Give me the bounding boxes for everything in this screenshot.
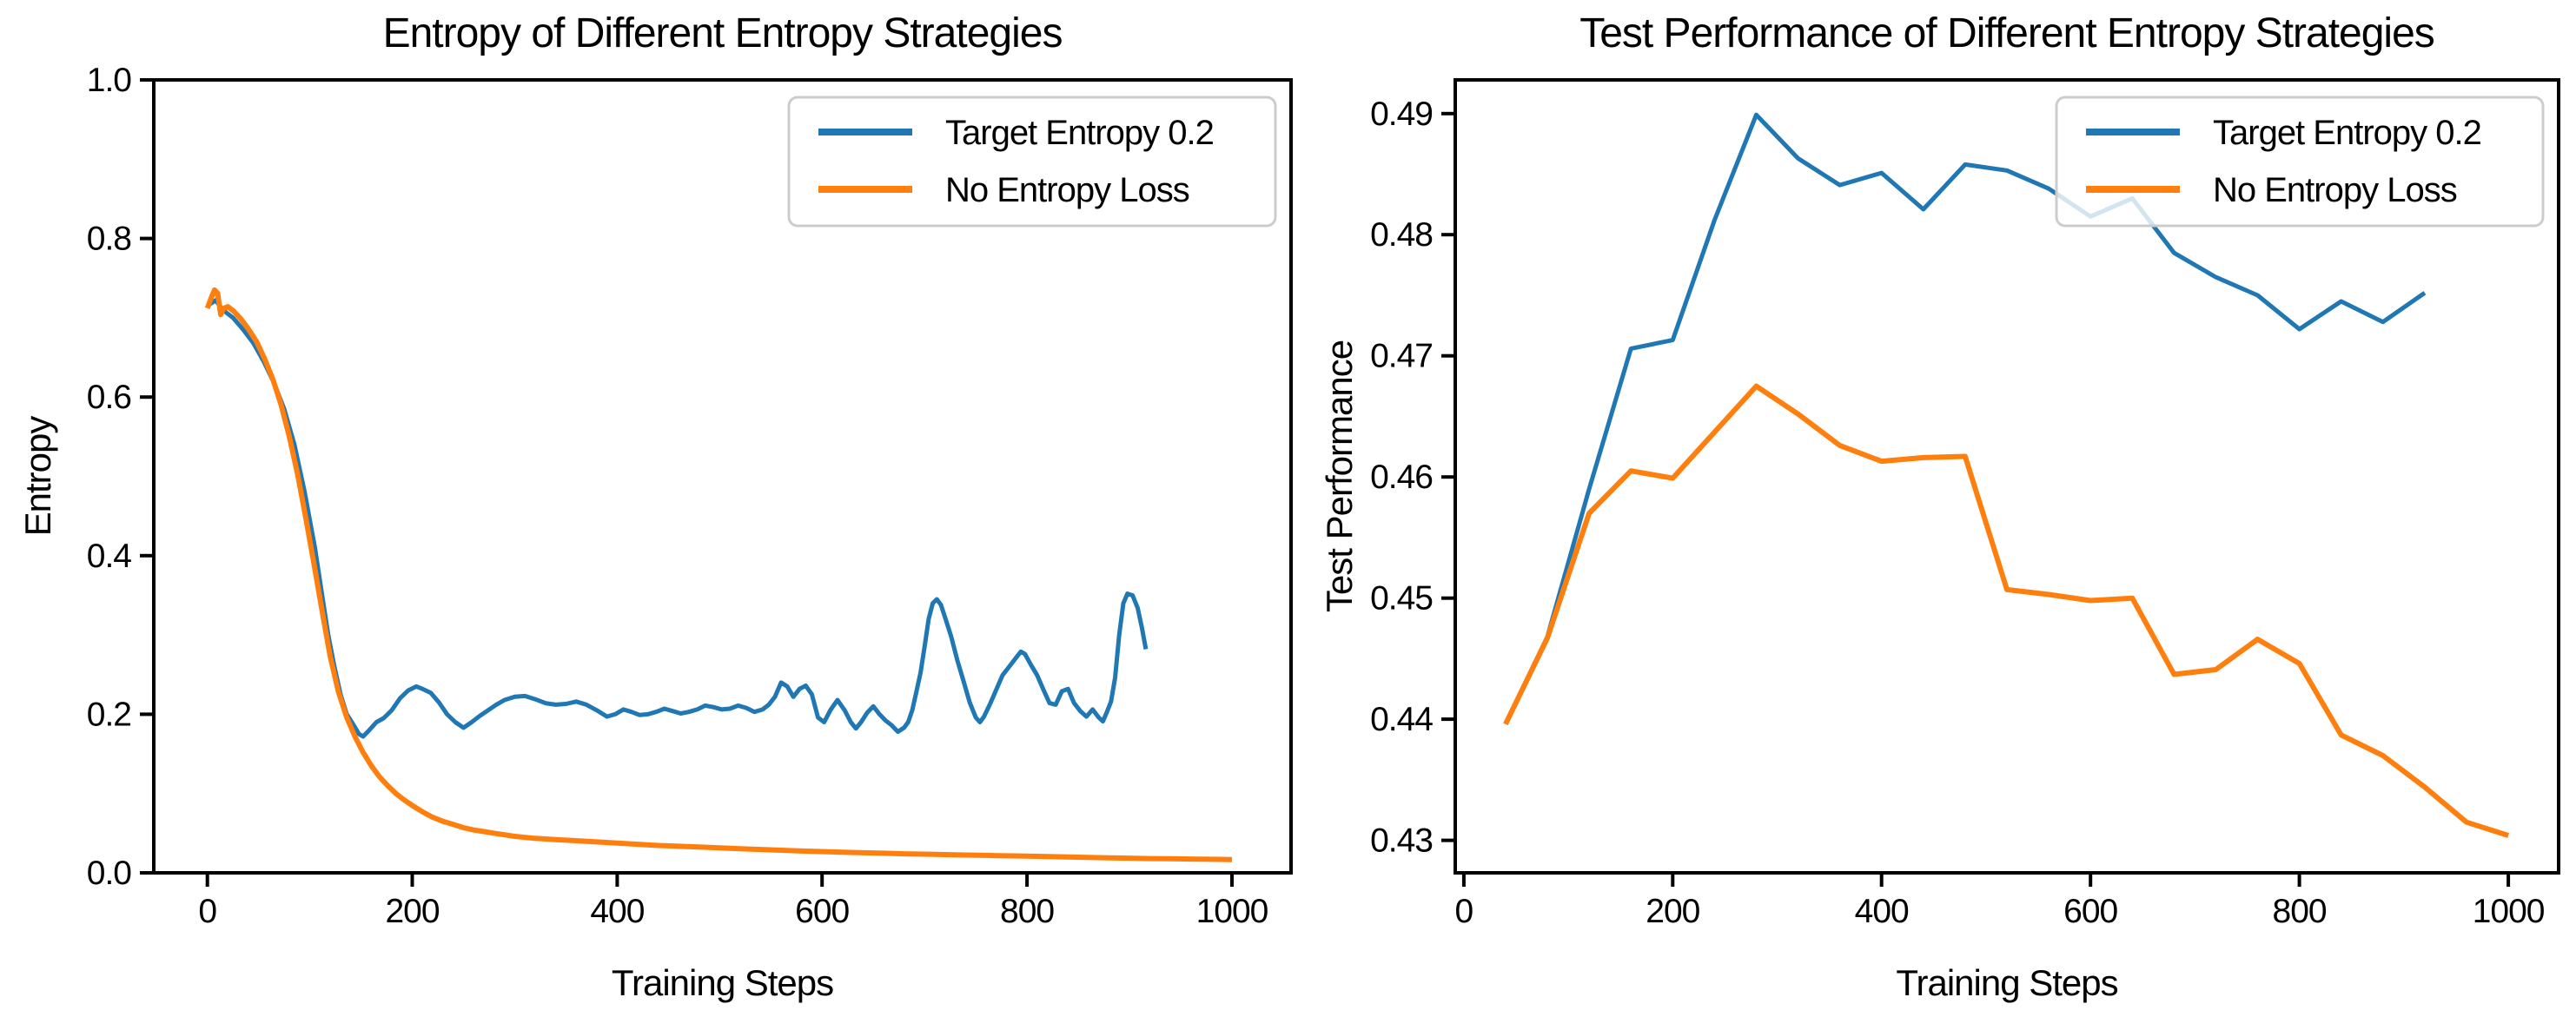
- x-tick-label: 600: [795, 893, 849, 930]
- line-no-entropy-loss: [1503, 383, 2510, 838]
- line-target-entropy-0-2: [1503, 112, 2427, 725]
- y-tick-label: 0.8: [87, 221, 131, 258]
- chart-title: Test Performance of Different Entropy St…: [1579, 10, 2434, 56]
- y-tick-label: 0.6: [87, 379, 131, 416]
- chart-entropy: 0 200 400 600 800 1000 Training Steps 0.0 0.2 0.4…: [17, 10, 1293, 1003]
- y-axis-label: Test Performance: [1319, 340, 1360, 612]
- legend-label-target-entropy-0-2: Target Entropy 0.2: [2213, 114, 2481, 152]
- x-tick-label: 200: [385, 893, 439, 930]
- x-axis: 0 200 400 600 800 1000 Training Steps: [198, 873, 1269, 1003]
- y-tick-label: 0.43: [1370, 822, 1433, 860]
- legend: Target Entropy 0.2 No Entropy Loss: [2055, 96, 2545, 228]
- legend-label-no-entropy-loss: No Entropy Loss: [945, 171, 1189, 209]
- x-tick-label: 800: [1000, 893, 1054, 930]
- x-tick-label: 1000: [1196, 893, 1268, 930]
- y-tick-label: 0.44: [1370, 701, 1433, 738]
- y-axis-label: Entropy: [17, 416, 58, 537]
- x-axis: 0 200 400 600 800 1000 Training Steps: [1455, 873, 2546, 1003]
- x-tick-label: 0: [198, 893, 216, 930]
- x-tick-label: 400: [590, 893, 644, 930]
- x-axis-label: Training Steps: [612, 962, 833, 1003]
- x-tick-label: 600: [2063, 893, 2117, 930]
- y-tick-label: 0.46: [1370, 459, 1433, 496]
- legend: Target Entropy 0.2 No Entropy Loss: [787, 96, 1277, 228]
- legend-label-no-entropy-loss: No Entropy Loss: [2213, 171, 2457, 209]
- y-tick-label: 0.0: [87, 855, 132, 892]
- y-tick-label: 0.2: [87, 696, 131, 733]
- y-tick-label: 0.47: [1370, 338, 1433, 375]
- x-tick-label: 1000: [2473, 893, 2545, 930]
- y-tick-label: 0.48: [1370, 216, 1433, 254]
- x-axis-label: Training Steps: [1896, 962, 2117, 1003]
- x-tick-label: 400: [1855, 893, 1909, 930]
- line-no-entropy-loss: [204, 287, 1233, 862]
- legend-label-target-entropy-0-2: Target Entropy 0.2: [945, 114, 1214, 152]
- chart-title: Entropy of Different Entropy Strategies: [383, 10, 1063, 56]
- y-tick-label: 0.45: [1370, 580, 1433, 617]
- y-tick-label: 1.0: [87, 62, 132, 99]
- x-tick-label: 0: [1455, 893, 1473, 930]
- x-tick-label: 200: [1646, 893, 1699, 930]
- x-tick-label: 800: [2273, 893, 2327, 930]
- plot-area-border: [152, 78, 1293, 875]
- y-axis: 0.43 0.44 0.45 0.46 0.47 0.48 0.49 Test Perform…: [1319, 96, 1455, 860]
- line-target-entropy-0-2: [206, 298, 1149, 739]
- y-tick-label: 0.4: [87, 538, 132, 575]
- y-axis: 0.0 0.2 0.4 0.6 0.8 1.0 Entropy: [17, 62, 154, 892]
- y-tick-label: 0.49: [1370, 96, 1433, 133]
